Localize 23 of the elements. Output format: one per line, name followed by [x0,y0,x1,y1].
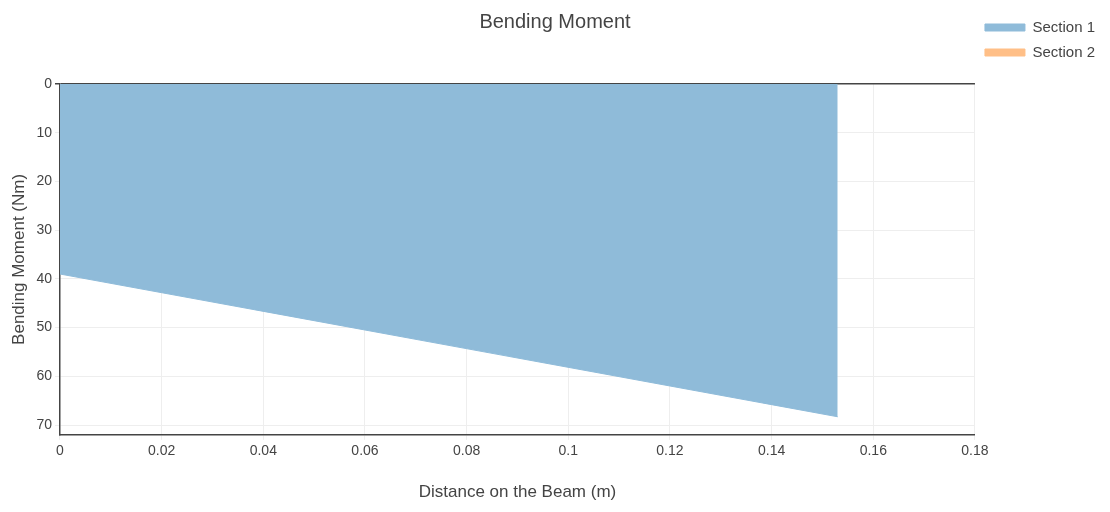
x-tick-label: 0.02 [148,442,176,459]
y-tick-label: 50 [36,318,53,335]
x-tick-label: 0.18 [961,442,989,459]
y-tick-label: 30 [36,221,53,238]
x-tick-label: 0.06 [351,442,379,459]
x-tick-label: 0.1 [558,442,579,459]
chart-title: Bending Moment [479,9,632,32]
y-tick-label: 60 [36,367,53,384]
y-tick-label: 0 [44,74,53,91]
legend-label: Section 2 [1032,42,1096,60]
x-tick-label: 0 [56,442,65,459]
x-axis-title: Distance on the Beam (m) [418,482,617,502]
y-tick-label: 10 [36,123,53,140]
x-tick-label: 0.14 [758,442,786,459]
y-tick-label: 40 [36,269,53,286]
y-axis-title: Bending Moment (Nm) [8,173,28,345]
x-tick-label: 0.08 [453,442,481,459]
legend-label: Section 1 [1032,17,1096,35]
x-tick-label: 0.04 [249,442,278,459]
y-tick-label: 70 [36,415,53,432]
x-tick-label: 0.12 [656,442,684,459]
x-tick-label: 0.16 [859,442,888,459]
y-tick-label: 20 [36,172,53,189]
